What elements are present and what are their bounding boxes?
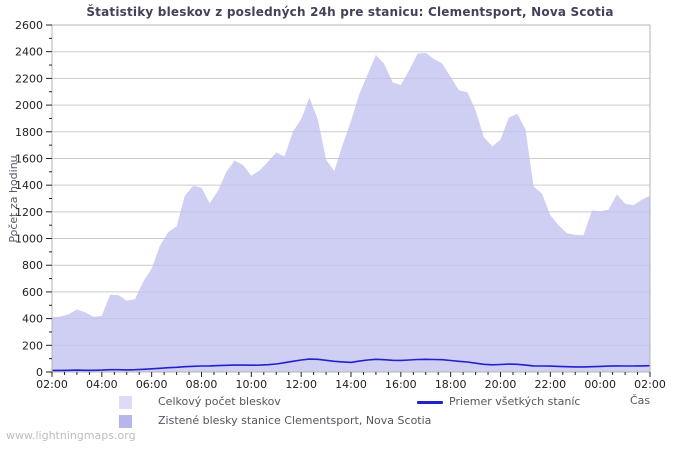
x-tick-label: 22:00 — [534, 378, 566, 391]
x-tick-label: 02:00 — [634, 378, 666, 391]
watermark-text: www.lightningmaps.org — [6, 429, 136, 442]
x-tick-label: 06:00 — [136, 378, 168, 391]
y-tick-label: 800 — [22, 259, 43, 272]
y-tick-label: 200 — [22, 339, 43, 352]
y-tick-label: 400 — [22, 313, 43, 326]
legend-line-average — [417, 401, 443, 404]
area-station — [52, 53, 650, 372]
y-tick-label: 1000 — [15, 233, 43, 246]
y-tick-label: 1400 — [15, 179, 43, 192]
y-tick-label: 1600 — [15, 152, 43, 165]
legend-label-average: Priemer všetkých staníc — [449, 395, 581, 408]
x-tick-label: 18:00 — [435, 378, 467, 391]
y-tick-label: 1800 — [15, 126, 43, 139]
y-tick-label: 1200 — [15, 206, 43, 219]
legend-swatch-station — [119, 415, 132, 428]
legend-label-station: Zistené blesky stanice Clementsport, Nov… — [158, 414, 432, 427]
x-tick-label: 20:00 — [485, 378, 517, 391]
x-tick-label: 14:00 — [335, 378, 367, 391]
y-tick-label: 2600 — [15, 19, 43, 32]
y-tick-label: 2400 — [15, 46, 43, 59]
legend-swatch-total — [119, 396, 132, 409]
y-tick-label: 2200 — [15, 72, 43, 85]
line-average — [52, 358, 651, 372]
x-tick-label: 02:00 — [36, 378, 68, 391]
legend-label-total: Celkový počet bleskov — [158, 395, 281, 408]
chart-title: Štatistiky bleskov z posledných 24h pre … — [86, 5, 614, 19]
x-tick-label: 04:00 — [86, 378, 118, 391]
y-tick-label: 2000 — [15, 99, 43, 112]
x-tick-label: 08:00 — [186, 378, 218, 391]
y-tick-label: 0 — [36, 366, 43, 379]
x-tick-label: 12:00 — [285, 378, 317, 391]
x-tick-label: 00:00 — [584, 378, 616, 391]
y-tick-label: 600 — [22, 286, 43, 299]
x-tick-label: 10:00 — [235, 378, 267, 391]
x-axis-title: Čas — [630, 394, 651, 407]
x-tick-label: 16:00 — [385, 378, 417, 391]
